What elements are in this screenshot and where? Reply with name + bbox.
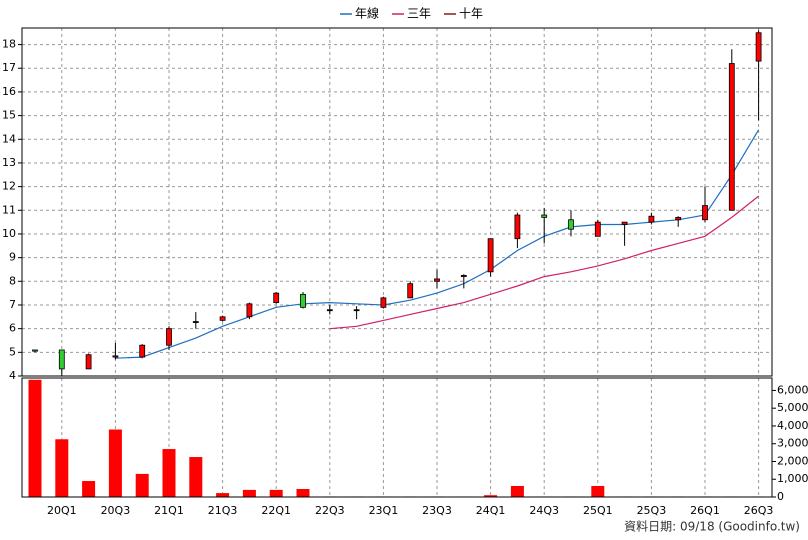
candle-body [675, 216, 682, 221]
y-tick-label: 17 [2, 61, 16, 74]
bar [591, 485, 605, 497]
candle-body [273, 292, 280, 304]
candle-body [514, 214, 521, 240]
x-tick-label: 26Q1 [690, 504, 720, 517]
y-tick-label: 2,000 [777, 454, 808, 467]
y-tick-label: 18 [2, 38, 16, 51]
candle-body [755, 32, 762, 62]
candle-body [648, 215, 655, 223]
line-series [329, 195, 759, 330]
legend-label: 十年 [459, 7, 483, 21]
bar [242, 489, 256, 497]
y-tick-label: 15 [2, 109, 16, 122]
x-tick-label: 20Q3 [101, 504, 131, 517]
x-tick-label: 24Q3 [529, 504, 559, 517]
bar [55, 439, 69, 497]
legend-label: 年線 [355, 6, 379, 21]
candle-body [434, 278, 440, 282]
y-tick-label: 3,000 [777, 437, 808, 450]
y-tick-label: 16 [2, 85, 16, 98]
bar [510, 485, 524, 497]
bar [296, 489, 310, 497]
y-tick-label: 8 [9, 274, 16, 287]
y-tick-label: 11 [2, 203, 16, 216]
bar [82, 481, 96, 497]
x-tick-label: 21Q3 [208, 504, 238, 517]
bar [216, 493, 230, 497]
candle-body [32, 349, 38, 352]
candle-body [702, 205, 708, 221]
candle-body [246, 303, 253, 318]
bar [189, 457, 203, 497]
candle-body [568, 219, 574, 230]
candle-body [487, 238, 494, 273]
x-tick-label: 24Q1 [476, 504, 506, 517]
candle-body [728, 63, 735, 211]
candle-body [300, 293, 306, 308]
bar [28, 379, 42, 497]
candle-body [192, 321, 199, 323]
plot-frame [21, 377, 773, 498]
x-tick-label: 22Q1 [261, 504, 291, 517]
y-tick-label: 5,000 [777, 401, 808, 414]
y-tick-label: 1,000 [777, 472, 808, 485]
y-tick-label: 9 [9, 251, 16, 264]
bar [135, 473, 149, 497]
candle-body [353, 309, 360, 312]
y-tick-label: 7 [9, 298, 16, 311]
y-tick-label: 6,000 [777, 383, 808, 396]
bar [108, 429, 122, 497]
candle-body [621, 221, 628, 225]
candle-body [326, 309, 333, 312]
y-tick-label: 4 [9, 369, 16, 382]
x-tick-label: 25Q3 [637, 504, 667, 517]
x-tick-label: 23Q1 [369, 504, 399, 517]
legend-label: 三年 [407, 7, 431, 21]
candle-body [85, 354, 92, 370]
plot-frame [21, 27, 773, 377]
candle-body [460, 274, 467, 277]
candle-body [407, 283, 414, 299]
bar [484, 495, 498, 497]
bar [269, 489, 283, 497]
candle-body [58, 349, 65, 370]
y-tick-label: 14 [2, 132, 16, 145]
candle-body [541, 214, 548, 218]
candle-body [219, 316, 226, 321]
x-tick-label: 23Q3 [422, 504, 452, 517]
candle-body [166, 328, 172, 346]
y-tick-label: 13 [2, 156, 16, 169]
y-tick-label: 4,000 [777, 419, 808, 432]
x-tick-label: 22Q3 [315, 504, 345, 517]
y-tick-label: 10 [2, 227, 16, 240]
y-tick-label: 12 [2, 180, 16, 193]
candle-body [594, 221, 601, 237]
y-tick-label: 5 [9, 345, 16, 358]
candle-body [380, 297, 387, 308]
x-tick-label: 25Q1 [583, 504, 613, 517]
x-tick-label: 21Q1 [154, 504, 184, 517]
bar [162, 449, 176, 497]
y-tick-label: 0 [777, 490, 784, 503]
y-tick-label: 6 [9, 322, 16, 335]
candle-body [139, 344, 146, 358]
x-tick-label: 26Q3 [744, 504, 774, 517]
candle-body [112, 355, 119, 358]
footer: 資料日期: 09/18 (Goodinfo.tw) [624, 520, 800, 534]
x-tick-label: 20Q1 [47, 504, 77, 517]
